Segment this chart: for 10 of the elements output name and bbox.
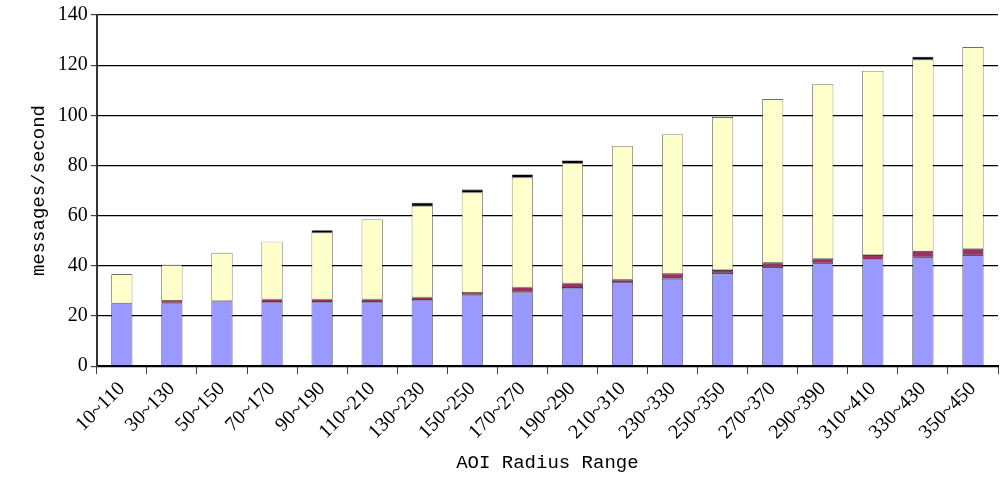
y-axis-title: messages/second: [28, 105, 51, 277]
y-tick-label: 80: [67, 152, 88, 175]
y-tick-label: 40: [67, 253, 88, 276]
y-tick-label: 20: [67, 303, 88, 326]
y-tick-label: 0: [77, 353, 88, 376]
x-axis-title: AOI Radius Range: [456, 451, 639, 474]
y-tick-label: 120: [57, 52, 88, 75]
y-tick-label: 60: [67, 202, 88, 225]
y-tick-label: 100: [57, 102, 88, 125]
y-tick-label: 140: [57, 2, 88, 25]
